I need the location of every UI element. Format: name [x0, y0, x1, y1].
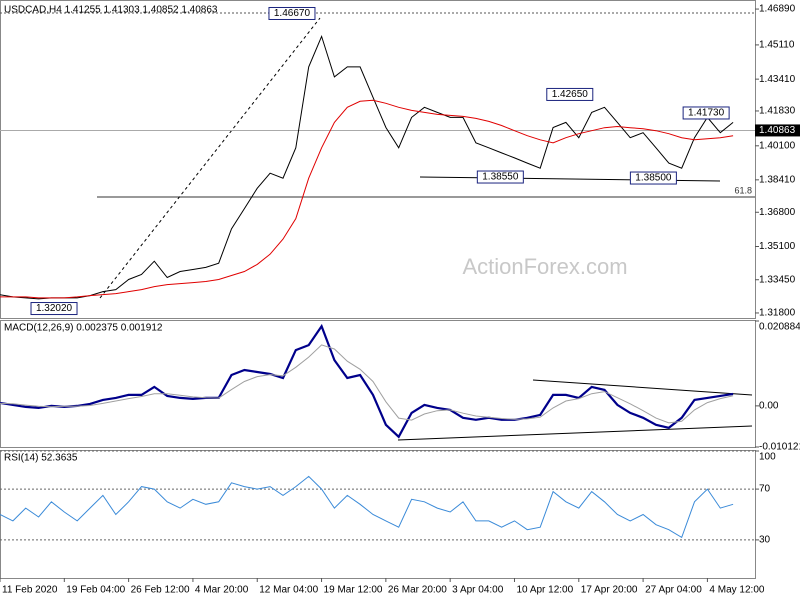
y-tick-label: 1.41830	[759, 106, 796, 117]
price-panel	[0, 0, 756, 319]
series-line	[0, 99, 734, 299]
y-tick-label: 1.33450	[759, 274, 796, 285]
x-tick-label: 10 Apr 12:00	[516, 585, 573, 596]
x-tick-label: 12 Mar 04:00	[259, 585, 318, 596]
current-price-box	[755, 124, 800, 137]
x-tick-label: 27 Apr 04:00	[645, 585, 702, 596]
macd-panel	[0, 320, 756, 448]
annotation-box	[268, 6, 316, 20]
annotation-box	[30, 302, 78, 316]
x-tick-label: 19 Mar 12:00	[324, 585, 383, 596]
y-tick-label: 70	[759, 484, 771, 495]
x-tick-label: 19 Feb 04:00	[66, 585, 125, 596]
series-line	[0, 34, 734, 300]
annotation-label: 1.46670	[274, 8, 311, 19]
annotation-box	[682, 106, 730, 120]
series-line	[0, 323, 734, 439]
x-tick-label: 3 Apr 04:00	[452, 585, 504, 596]
y-tick-label: 1.45110	[759, 40, 795, 51]
y-tick-label: 1.43410	[759, 74, 796, 85]
series-line	[0, 344, 734, 424]
x-tick-label: 4 May 12:00	[709, 585, 764, 596]
chart-title: USDCAD,H4 1.41255 1.41303 1.40852 1.4086…	[4, 5, 218, 16]
y-tick-label: 1.46890	[759, 4, 796, 15]
y-tick-label: 0.020884	[759, 322, 800, 333]
annotation-label: 1.41730	[688, 108, 725, 119]
watermark: ActionForex.com	[462, 254, 627, 279]
annotation-label: 1.42650	[552, 89, 589, 100]
x-tick-label: 17 Apr 20:00	[581, 585, 638, 596]
chart-title: RSI(14) 52.3635	[4, 453, 78, 464]
annotation-box	[546, 87, 594, 101]
y-tick-label: -0.010121	[759, 442, 800, 453]
x-tick-label: 4 Mar 20:00	[195, 585, 249, 596]
macd-trendline	[532, 379, 753, 396]
current-price-label: 1.40863	[759, 125, 796, 136]
chart-title: MACD(12,26,9) 0.002375 0.001912	[4, 323, 163, 334]
annotation-box	[629, 171, 677, 185]
annotation-box	[476, 170, 524, 184]
y-tick-label: 1.31800	[759, 308, 796, 319]
y-tick-label: 0.00	[759, 401, 779, 412]
y-tick-label: 1.35100	[759, 241, 796, 252]
annotation-label: 1.32020	[36, 303, 73, 314]
series-line	[0, 475, 734, 539]
x-tick-label: 26 Feb 12:00	[131, 585, 190, 596]
y-tick-label: 100	[759, 452, 776, 463]
y-tick-label: 1.38410	[759, 174, 796, 185]
annotation-label: 1.38500	[635, 173, 672, 184]
y-tick-label: 1.40100	[759, 140, 796, 151]
macd-trendline	[397, 425, 753, 441]
swing-line	[99, 17, 321, 299]
x-tick-label: 26 Mar 20:00	[388, 585, 447, 596]
annotation-label: 1.38550	[482, 172, 519, 183]
x-tick-label: 11 Feb 2020	[2, 585, 58, 596]
y-tick-label: 30	[759, 535, 771, 546]
y-tick-label: 1.36800	[759, 207, 796, 218]
fib-label: 61.8	[734, 185, 752, 195]
